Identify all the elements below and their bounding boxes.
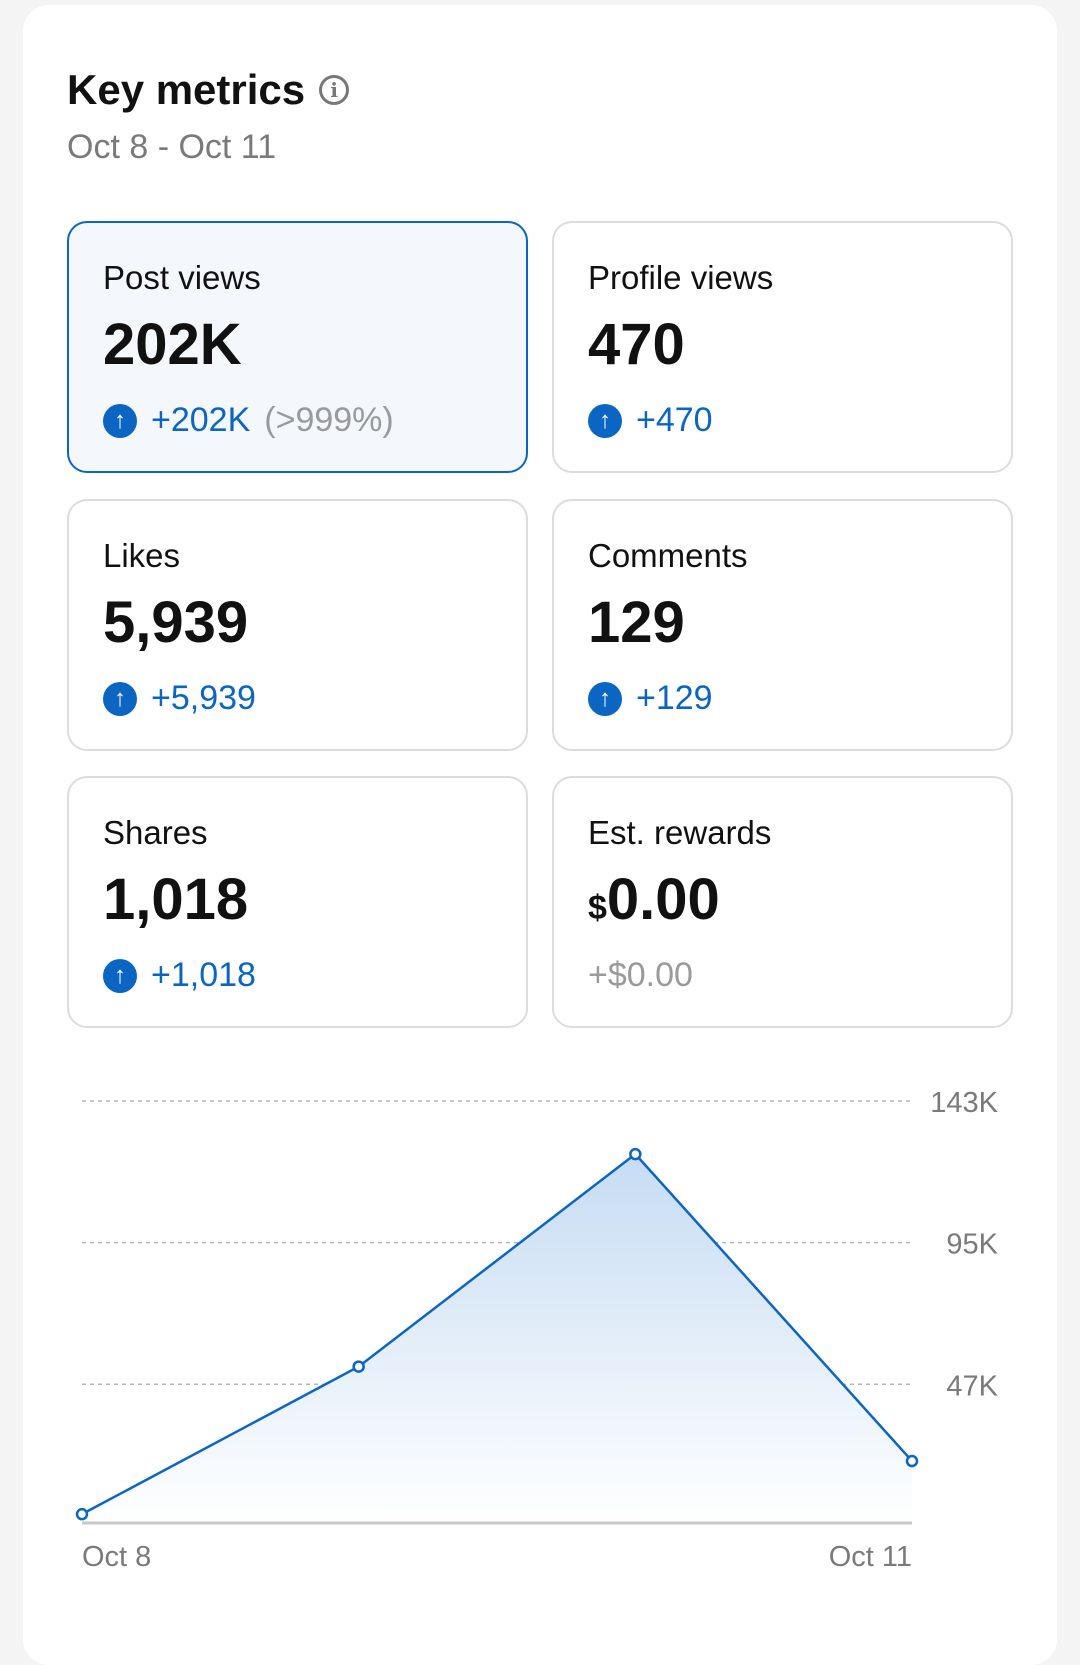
y-tick-label: 47K bbox=[946, 1370, 998, 1402]
arrow-up-icon: ↑ bbox=[103, 403, 137, 438]
metric-change: ↑ +202K (>999%) bbox=[103, 401, 394, 440]
change-value: +129 bbox=[636, 679, 713, 717]
metric-label: Comments bbox=[588, 537, 748, 574]
data-point[interactable] bbox=[629, 1147, 642, 1161]
x-tick-label: Oct 11 bbox=[829, 1541, 912, 1573]
arrow-up-icon: ↑ bbox=[588, 403, 622, 438]
metric-value-number: 0.00 bbox=[606, 867, 720, 932]
change-value: +470 bbox=[636, 401, 713, 439]
metric-label: Likes bbox=[103, 537, 181, 574]
metric-label: Profile views bbox=[588, 259, 774, 296]
date-range: Oct 8 - Oct 11 bbox=[67, 128, 277, 166]
change-value: +1,018 bbox=[151, 956, 256, 994]
arrow-up-icon: ↑ bbox=[103, 681, 137, 716]
metric-shares[interactable]: Shares 1,018 ↑ +1,018 bbox=[67, 776, 528, 1028]
change-percent: (>999%) bbox=[264, 401, 394, 439]
metric-change: ↑ +1,018 bbox=[103, 956, 256, 995]
x-tick-label: Oct 8 bbox=[82, 1541, 151, 1573]
change-value: +202K bbox=[151, 401, 251, 439]
y-tick-label: 143K bbox=[930, 1087, 998, 1119]
change-value: +$0.00 bbox=[588, 956, 693, 994]
metric-value: $0.00 bbox=[588, 866, 720, 933]
metric-label: Post views bbox=[103, 259, 261, 296]
metric-label: Shares bbox=[103, 814, 208, 851]
area-fill bbox=[82, 1154, 912, 1523]
metric-label: Est. rewards bbox=[588, 814, 772, 851]
series-line bbox=[81, 1152, 913, 1516]
metric-likes[interactable]: Likes 5,939 ↑ +5,939 bbox=[67, 499, 528, 751]
arrow-up-icon: ↑ bbox=[588, 681, 622, 716]
arrow-up-icon: ↑ bbox=[103, 958, 137, 993]
y-tick-label: 95K bbox=[946, 1229, 998, 1261]
change-value: +5,939 bbox=[151, 679, 256, 717]
metric-change: ↑ +470 bbox=[588, 401, 713, 440]
data-point[interactable] bbox=[352, 1360, 365, 1373]
metric-post-views[interactable]: Post views 202K ↑ +202K (>999%) bbox=[67, 221, 528, 473]
currency-symbol: $ bbox=[588, 889, 607, 927]
metric-profile-views[interactable]: Profile views 470 ↑ +470 bbox=[552, 221, 1013, 473]
metric-value: 5,939 bbox=[103, 590, 249, 655]
info-icon[interactable]: i bbox=[319, 75, 350, 105]
metric-value: 470 bbox=[588, 312, 685, 377]
metric-value: 129 bbox=[588, 590, 685, 655]
data-point[interactable] bbox=[75, 1507, 89, 1521]
data-point[interactable] bbox=[905, 1454, 919, 1468]
metric-change: ↑ +129 bbox=[588, 679, 713, 718]
metric-value: 202K bbox=[103, 312, 242, 377]
page-title: Key metrics i bbox=[67, 66, 350, 114]
metric-change: ↑ +5,939 bbox=[103, 679, 256, 718]
title-text: Key metrics bbox=[67, 66, 306, 113]
metric-value: 1,018 bbox=[103, 867, 249, 932]
metric-change: +$0.00 bbox=[588, 956, 693, 995]
metric-est-rewards[interactable]: Est. rewards $0.00 +$0.00 bbox=[552, 776, 1013, 1028]
metric-comments[interactable]: Comments 129 ↑ +129 bbox=[552, 499, 1013, 751]
